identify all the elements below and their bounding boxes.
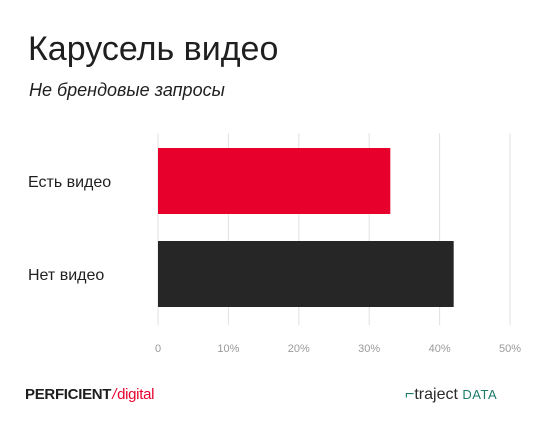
x-tick-label: 50% xyxy=(499,343,521,355)
category-label: Есть видео xyxy=(28,174,111,191)
category-label: Нет видео xyxy=(28,267,104,284)
x-tick-label: 40% xyxy=(429,343,451,355)
traject-mark-icon: ⌐ xyxy=(405,386,415,403)
traject-data-logo: ⌐traject DATA xyxy=(405,386,498,403)
bars xyxy=(158,148,454,307)
perficient-digital-logo: PERFICIENT/digital xyxy=(25,386,155,403)
chart-title: Карусель видео xyxy=(28,30,279,68)
bar xyxy=(158,241,454,307)
category-labels: Есть видео Нет видео xyxy=(28,174,111,284)
x-tick-label: 20% xyxy=(288,343,310,355)
x-tick-labels: 0 10% 20% 30% 40% 50% xyxy=(155,343,521,355)
chart-subtitle: Не брендовые запросы xyxy=(29,80,225,100)
bar xyxy=(158,148,391,214)
x-tick-label: 30% xyxy=(358,343,380,355)
x-tick-label: 10% xyxy=(217,343,239,355)
x-tick-label: 0 xyxy=(155,343,161,355)
